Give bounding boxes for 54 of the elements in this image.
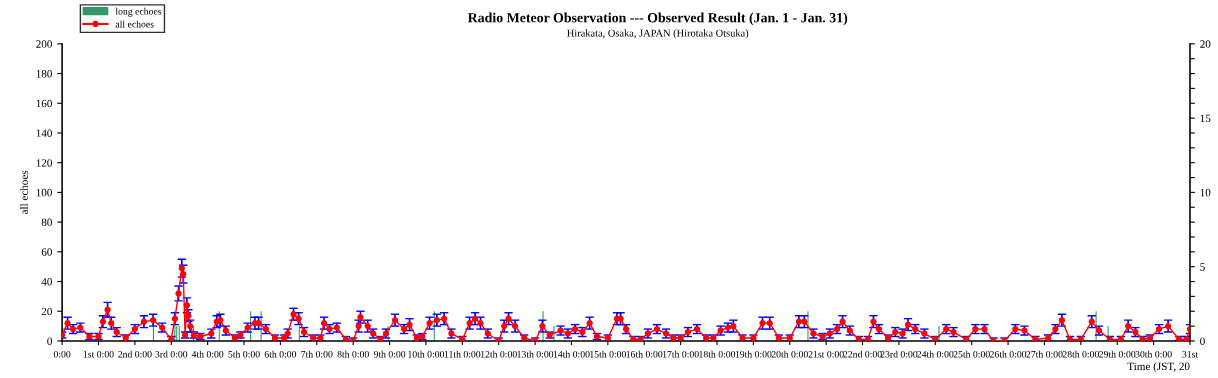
x-tick-label: 11th 0:00 bbox=[444, 350, 481, 358]
y2-tick-label: 0 bbox=[1200, 337, 1205, 345]
legend-label: all echoes bbox=[115, 20, 154, 28]
y2-tick-label: 15 bbox=[1200, 114, 1211, 123]
x-tick-label: 18th 0:00 bbox=[699, 350, 736, 358]
y-tick-label: 180 bbox=[36, 70, 52, 78]
x-tick-label: 25th 0:00 bbox=[953, 350, 990, 358]
y2-tick-label: 10 bbox=[1200, 188, 1211, 197]
x-tick-label: 20th 0:00 bbox=[771, 350, 808, 358]
chart-subtitle: Hirakata, Osaka, JAPAN (Hirotaka Otsuka) bbox=[567, 29, 749, 39]
x-tick-label: 27th 0:00 bbox=[1026, 350, 1063, 358]
x-tick-label: 8th 0:00 bbox=[337, 350, 369, 358]
x-tick-label: 14th 0:00 bbox=[553, 350, 590, 358]
x-tick-label: 1st 0:00 bbox=[83, 350, 114, 358]
x-tick-label: 19th 0:00 bbox=[735, 350, 772, 358]
x-tick-label: 5th 0:00 bbox=[228, 350, 260, 358]
y-tick-label: 40 bbox=[41, 278, 52, 286]
y2-tick-label: 5 bbox=[1200, 263, 1205, 271]
x-tick-label: 24th 0:00 bbox=[917, 350, 954, 358]
x-axis-title: Time (JST, 20 bbox=[1127, 362, 1190, 373]
x-tick-label: 4th 0:00 bbox=[191, 350, 224, 358]
x-tick-label: 28th 0:00 bbox=[1062, 350, 1099, 358]
x-tick-label: 17th 0:00 bbox=[662, 350, 699, 358]
x-tick-label: 15th 0:00 bbox=[590, 350, 626, 358]
chart-title: Radio Meteor Observation --- Observed Result (Jan. 1 - Jan. 31) bbox=[467, 12, 848, 26]
x-tick-label: 29th 0:00 bbox=[1099, 350, 1136, 358]
y-tick-label: 0 bbox=[47, 337, 52, 345]
y-tick-label: 160 bbox=[36, 99, 52, 108]
x-tick-label: 16th 0:00 bbox=[626, 350, 663, 358]
x-tick-label: 6th 0:00 bbox=[264, 350, 297, 358]
y-tick-label: 100 bbox=[36, 188, 52, 197]
x-tick-label: 22nd 0:00 bbox=[843, 350, 882, 358]
x-tick-label: 26th 0:00 bbox=[990, 350, 1027, 358]
x-tick-label: 13th 0:00 bbox=[517, 350, 554, 358]
y-tick-label: 200 bbox=[36, 40, 52, 48]
y-tick-label: 80 bbox=[41, 218, 52, 227]
x-tick-label: 3rd 0:00 bbox=[155, 350, 188, 358]
y-tick-label: 20 bbox=[41, 307, 52, 316]
x-tick-label: 23rd 0:00 bbox=[880, 350, 918, 358]
x-tick-label: 31st bbox=[1182, 350, 1199, 358]
x-tick-label: 12th 0:00 bbox=[481, 350, 517, 358]
y2-tick-label: 20 bbox=[1200, 40, 1211, 48]
x-tick-label: 2nd 0:00 bbox=[118, 350, 152, 358]
y-axis-title: all echoes bbox=[20, 170, 28, 215]
x-tick-label: 0:00 bbox=[53, 350, 71, 358]
x-tick-label: 10th 0:00 bbox=[408, 350, 445, 358]
legend-label: long echoes bbox=[115, 7, 162, 17]
y-tick-label: 120 bbox=[36, 159, 52, 167]
x-tick-label: 21st 0:00 bbox=[808, 350, 844, 358]
x-tick-label: 30th 0:00 bbox=[1135, 350, 1172, 358]
x-tick-label: 7th 0:00 bbox=[301, 350, 333, 358]
x-tick-label: 9th 0:00 bbox=[373, 350, 406, 358]
y-tick-label: 140 bbox=[36, 129, 52, 137]
y-tick-label: 60 bbox=[41, 248, 52, 256]
